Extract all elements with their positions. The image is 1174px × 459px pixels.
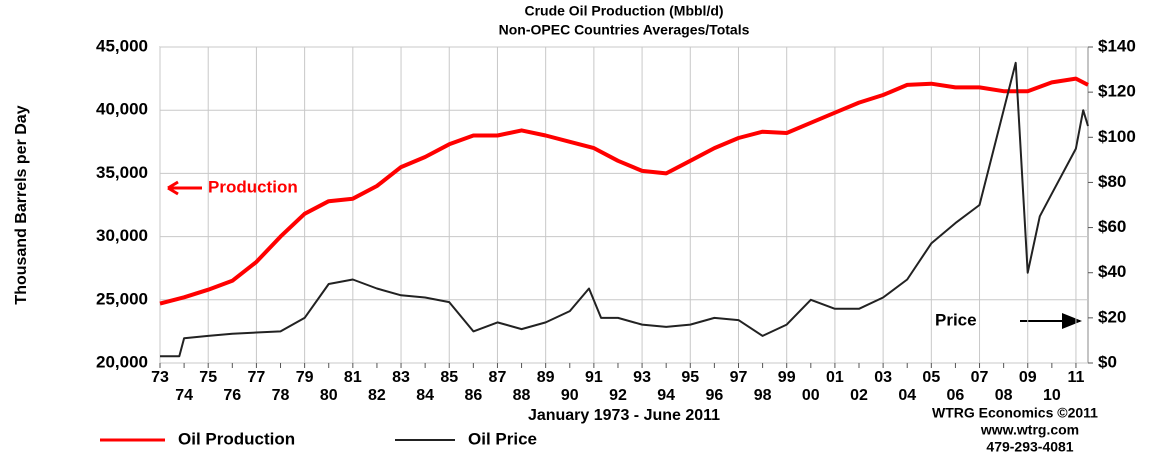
x-tick-label: 07 <box>971 369 989 386</box>
x-tick-label: 92 <box>609 387 627 404</box>
x-tick-label: 75 <box>199 369 217 386</box>
y2-tick-label: $100 <box>1098 127 1136 146</box>
x-tick-label: 82 <box>368 387 386 404</box>
plot-area <box>159 46 1089 364</box>
x-tick-label: 96 <box>705 387 723 404</box>
annotation: Price <box>935 310 977 329</box>
y-tick-label: 45,000 <box>96 36 148 55</box>
y-tick-label: 40,000 <box>96 100 148 119</box>
y2-tick-label: $80 <box>1098 172 1126 191</box>
series-line <box>160 61 1089 358</box>
x-axis-label: January 1973 - June 2011 <box>528 407 720 424</box>
x-tick-label: 80 <box>320 387 338 404</box>
x-tick-label: 97 <box>730 369 748 386</box>
x-tick-label: 85 <box>440 369 458 386</box>
annotation-arrow <box>167 180 202 196</box>
x-tick-label: 91 <box>585 369 603 386</box>
x-tick-label: 83 <box>392 369 410 386</box>
x-tick-label: 99 <box>778 369 796 386</box>
y2-tick-label: $20 <box>1098 307 1126 326</box>
credit: www.wtrg.com <box>980 422 1079 438</box>
credit: WTRG Economics ©2011 <box>932 405 1098 421</box>
x-tick-label: 05 <box>922 369 940 386</box>
y-tick-label: 30,000 <box>96 226 148 245</box>
x-tick-label: 86 <box>464 387 482 404</box>
legend-label: Oil Production <box>178 429 295 448</box>
x-tick-label: 98 <box>754 387 772 404</box>
y2-tick-label: $0 <box>1098 352 1117 371</box>
x-tick-label: 79 <box>296 369 314 386</box>
x-tick-label: 78 <box>272 387 290 404</box>
x-tick-label: 81 <box>344 369 362 386</box>
y2-tick-label: $40 <box>1098 262 1126 281</box>
x-tick-label: 88 <box>513 387 531 404</box>
y2-tick-label: $140 <box>1098 36 1136 55</box>
x-tick-label: 00 <box>802 387 820 404</box>
annotation: Production <box>208 177 298 196</box>
x-tick-label: 73 <box>151 369 169 386</box>
legend-label: Oil Price <box>468 429 537 448</box>
y-tick-label: 20,000 <box>96 352 148 371</box>
y2-tick-label: $60 <box>1098 217 1126 236</box>
y-axis-label: Thousand Barrels per Day <box>13 105 30 304</box>
x-tick-label: 11 <box>1067 369 1084 386</box>
series-line <box>159 76 1089 306</box>
x-tick-label: 02 <box>850 387 868 404</box>
x-tick-label: 09 <box>1019 369 1037 386</box>
x-tick-label: 06 <box>947 387 965 404</box>
y2-tick-label: $120 <box>1098 82 1136 101</box>
y-tick-label: 35,000 <box>96 163 148 182</box>
chart-title: Crude Oil Production (Mbbl/d) <box>524 3 723 19</box>
x-tick-label: 01 <box>826 369 844 386</box>
x-tick-label: 10 <box>1043 387 1061 404</box>
x-tick-label: 93 <box>633 369 651 386</box>
annotation-arrow <box>1062 313 1082 329</box>
x-tick-label: 04 <box>898 387 916 404</box>
x-tick-label: 08 <box>995 387 1013 404</box>
x-tick-label: 77 <box>248 369 266 386</box>
x-tick-label: 95 <box>681 369 699 386</box>
credit: 479-293-4081 <box>986 439 1073 455</box>
x-tick-label: 90 <box>561 387 579 404</box>
x-tick-label: 89 <box>537 369 555 386</box>
x-tick-label: 84 <box>416 387 434 404</box>
y-tick-label: 25,000 <box>96 289 148 308</box>
x-tick-label: 03 <box>874 369 892 386</box>
x-tick-label: 74 <box>175 387 193 404</box>
x-tick-label: 76 <box>223 387 241 404</box>
x-tick-label: 94 <box>657 387 675 404</box>
x-tick-label: 87 <box>489 369 507 386</box>
chart-subtitle: Non-OPEC Countries Averages/Totals <box>499 22 750 38</box>
